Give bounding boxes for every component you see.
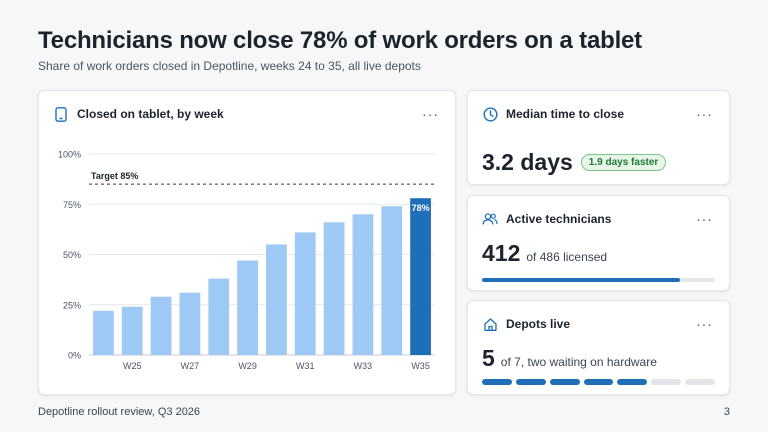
y-tick-label: 75%: [63, 200, 81, 210]
depot-segment-pending: [651, 379, 682, 385]
bar: [323, 222, 345, 355]
page-subtitle: Share of work orders closed in Depotline…: [38, 59, 421, 73]
footer-caption: Depotline rollout review, Q3 2026: [38, 406, 201, 418]
x-tick-label: W31: [296, 361, 315, 371]
active-technicians-title: Active technicians: [506, 212, 612, 226]
bar: [410, 198, 431, 355]
depots-detail: of 7, two waiting on hardware: [500, 355, 657, 369]
depots-segment-bar: [482, 379, 716, 385]
bar: [150, 296, 172, 355]
median-time-value: 3.2 days: [482, 149, 573, 175]
chart-card-title: Closed on tablet, by week: [77, 107, 224, 121]
bar: [381, 206, 403, 355]
median-value-row: 3.2 days 1.9 days faster: [482, 149, 667, 176]
home-icon: [482, 316, 498, 332]
bar-value-label: 78%: [412, 203, 430, 213]
chart-card-header: Closed on tablet, by week ···: [53, 105, 441, 123]
bar: [266, 244, 287, 355]
technicians-detail: of 486 licensed: [526, 250, 608, 264]
technicians-more-button[interactable]: ···: [696, 211, 713, 227]
technicians-progress-fill: [482, 278, 680, 282]
faster-badge: 1.9 days faster: [580, 154, 667, 171]
depot-segment-live: [617, 379, 648, 385]
clock-icon: [482, 106, 498, 122]
depot-segment-live: [515, 379, 546, 385]
median-more-button[interactable]: ···: [696, 106, 713, 122]
chart-card: Closed on tablet, by week ··· 0% 25% 50% 75…: [38, 90, 456, 395]
bar: [352, 214, 374, 355]
median-time-title: Median time to close: [506, 107, 625, 121]
depots-live-card: Depots live ··· 5 of 7, two waiting on h…: [467, 300, 730, 395]
median-time-header: Median time to close ···: [482, 105, 715, 123]
page-number: 3: [723, 406, 730, 418]
bar: [237, 260, 258, 355]
x-tick-label: W25: [123, 361, 142, 371]
chart-more-button[interactable]: ···: [422, 106, 439, 122]
active-technicians-card: Active technicians ··· 412 of 486 licens…: [467, 195, 730, 291]
y-tick-label: 50%: [63, 250, 81, 260]
depot-segment-live: [549, 379, 580, 385]
x-tick-label: W35: [411, 361, 430, 371]
depots-value-row: 5 of 7, two waiting on hardware: [482, 345, 657, 372]
technicians-progress-bar: [482, 278, 715, 282]
x-tick-label: W27: [181, 361, 200, 371]
depots-value: 5: [482, 345, 495, 371]
bar: [179, 292, 201, 355]
bar: [93, 310, 114, 355]
y-tick-label: 0%: [68, 351, 81, 361]
page-title: Technicians now close 78% of work orders…: [38, 27, 642, 54]
depot-segment-live: [583, 379, 614, 385]
y-tick-label: 25%: [63, 300, 81, 310]
bar-chart: 0% 25% 50% 75% 100% Target 85% W25 W27 W29 W31 W33…: [58, 150, 435, 371]
depots-more-button[interactable]: ···: [696, 316, 713, 332]
depot-segment-pending: [685, 379, 716, 385]
users-icon: [482, 211, 498, 227]
technicians-value-row: 412 of 486 licensed: [482, 240, 607, 267]
technicians-value: 412: [482, 240, 521, 266]
tablet-icon: [53, 106, 69, 122]
bar: [294, 232, 316, 355]
x-tick-label: W29: [238, 361, 257, 371]
active-technicians-header: Active technicians ···: [482, 210, 715, 228]
bar: [208, 278, 230, 355]
median-time-card: Median time to close ··· 3.2 days 1.9 da…: [467, 90, 730, 185]
depots-live-header: Depots live ···: [482, 315, 715, 333]
bar: [121, 306, 143, 355]
x-tick-label: W33: [354, 361, 373, 371]
y-tick-label: 100%: [58, 150, 81, 160]
target-label: Target 85%: [91, 171, 138, 181]
depots-live-title: Depots live: [506, 317, 571, 331]
depot-segment-live: [482, 379, 512, 385]
